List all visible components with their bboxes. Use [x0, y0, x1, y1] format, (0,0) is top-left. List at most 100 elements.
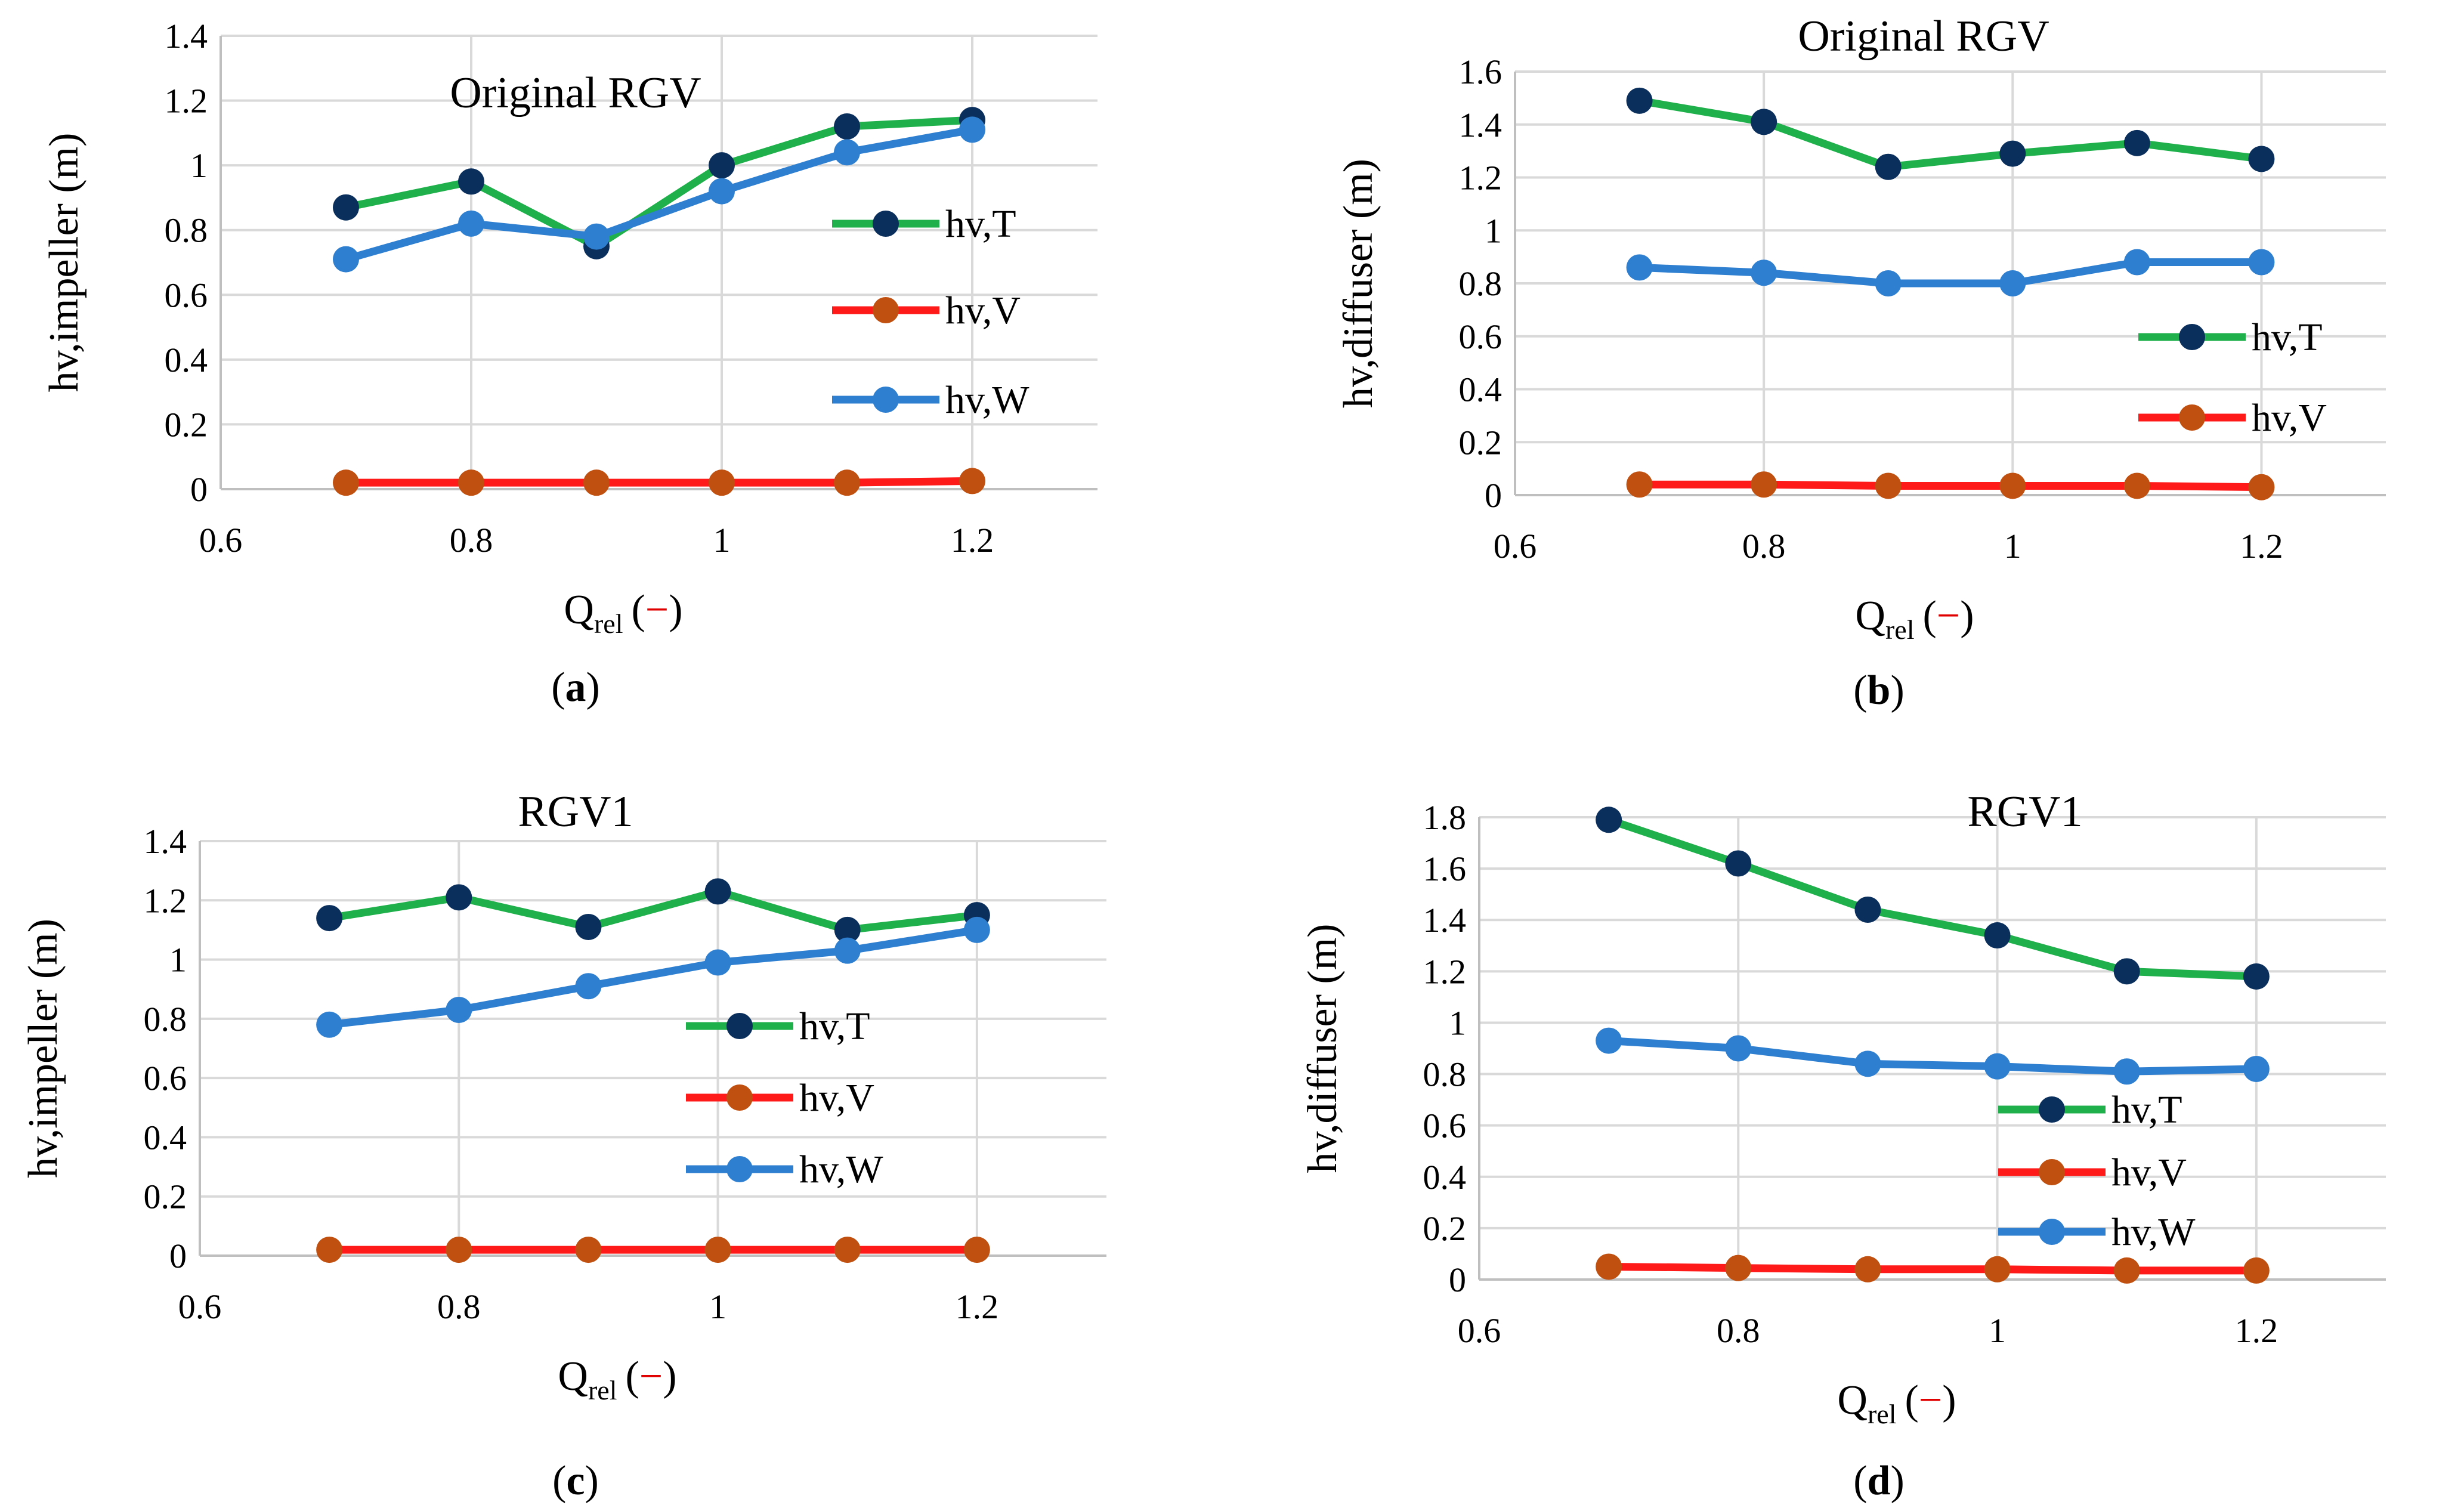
data-point-hv-w	[2243, 1055, 2270, 1082]
legend-label: hv,T	[799, 1005, 870, 1048]
legend-swatch-marker	[873, 387, 899, 413]
data-point-hv-w	[575, 973, 602, 1000]
x-axis-title-unit: (−)	[1922, 593, 1974, 639]
legend-label: hv,V	[799, 1076, 874, 1120]
x-tick-label: 1.2	[2235, 1311, 2278, 1350]
y-tick-label: 1.2	[165, 82, 208, 120]
unit-paren-open: (	[631, 587, 645, 633]
data-point-hv-t	[709, 152, 735, 179]
legend-swatch-marker	[2179, 324, 2205, 350]
x-tick-label: 0.8	[1742, 527, 1786, 566]
data-point-hv-t	[1999, 140, 2026, 167]
y-tick-label: 0.2	[144, 1178, 187, 1216]
data-point-hv-w	[1854, 1050, 1881, 1077]
unit-minus-sign: −	[1919, 1377, 1942, 1423]
y-tick-label: 0.8	[144, 1000, 187, 1039]
caption-letter: c	[566, 1458, 585, 1504]
series-line-hv-t	[1638, 97, 2262, 171]
caption-letter: d	[1868, 1458, 1891, 1504]
x-axis-title: Qrel (−)	[564, 587, 682, 639]
caption-paren-close: )	[1890, 668, 1904, 713]
y-tick-label: 1.4	[1459, 106, 1502, 144]
series-line-hv-v	[346, 477, 973, 487]
legend-swatch-marker	[2039, 1219, 2065, 1245]
x-axis-title: Qrel (−)	[1855, 593, 1974, 645]
caption-paren-open: (	[551, 665, 565, 710]
caption-paren-open: (	[1853, 668, 1867, 713]
unit-paren-open: (	[1922, 593, 1936, 639]
data-point-hv-v	[709, 469, 735, 496]
y-tick-label: 0.6	[1459, 317, 1502, 356]
y-tick-label: 1.2	[1459, 159, 1502, 197]
legend-entry-hv-v: hv,V	[686, 1076, 874, 1120]
data-point-hv-w	[1596, 1027, 1622, 1054]
data-point-hv-w	[583, 223, 610, 250]
legend-label: hv,V	[945, 289, 1021, 332]
data-point-hv-t	[333, 194, 359, 221]
y-axis-title: hv,impeller (m)	[41, 133, 87, 393]
data-point-hv-w	[1875, 270, 1902, 296]
legend-swatch-marker	[2039, 1096, 2065, 1123]
y-tick-label: 0.4	[1459, 370, 1502, 409]
data-point-hv-v	[333, 469, 359, 496]
x-tick-label: 0.6	[178, 1287, 222, 1326]
data-point-hv-t	[1596, 806, 1622, 833]
x-axis-title-unit: (−)	[625, 1354, 676, 1399]
data-point-hv-w	[704, 949, 731, 976]
data-point-hv-v	[2113, 1257, 2140, 1284]
y-tick-label: 0.4	[1423, 1158, 1467, 1197]
data-point-hv-v	[1984, 1256, 2011, 1283]
chart-panel-b: 0 0.2 0.4 0.6 0.8 1 1.2 1.4 1.6 0.6 0.8 1 1.2 hv,T hv,…	[1335, 12, 2386, 713]
data-point-hv-t	[2243, 963, 2270, 990]
unit-paren-close: )	[1960, 593, 1974, 639]
data-point-hv-v	[1626, 471, 1653, 498]
y-tick-label: 1	[1485, 211, 1502, 250]
data-point-hv-t	[446, 884, 472, 911]
x-axis-title-main: Q	[564, 587, 594, 633]
x-tick-label: 0.6	[1458, 1311, 1501, 1350]
chart-panel-d: 0 0.2 0.4 0.6 0.8 1 1.2 1.4 1.6 1.8 0.6 0.8 1 1.2 hv,T…	[1300, 787, 2386, 1504]
y-tick-label: 0.6	[144, 1059, 187, 1098]
data-point-hv-w	[316, 1011, 343, 1038]
data-point-hv-w	[1626, 254, 1653, 281]
data-point-hv-v	[1999, 472, 2026, 499]
y-tick-label: 0.6	[1423, 1107, 1467, 1145]
x-axis-title: Qrel (−)	[1837, 1377, 1956, 1429]
data-point-hv-v	[2243, 1257, 2270, 1284]
unit-paren-close: )	[669, 587, 682, 633]
legend-entry-hv-v: hv,V	[832, 289, 1021, 332]
legend-entry-hv-w: hv,W	[686, 1148, 883, 1191]
data-point-hv-v	[458, 469, 484, 496]
data-point-hv-v	[2123, 472, 2150, 499]
data-point-hv-t	[1854, 897, 1881, 923]
legend-swatch-marker	[873, 211, 899, 237]
data-point-hv-v	[446, 1237, 472, 1263]
y-axis-title: hv,diffuser (m)	[1300, 924, 1346, 1173]
y-tick-label: 0.2	[165, 405, 208, 444]
legend-label: hv,V	[2111, 1151, 2187, 1194]
y-tick-label: 1.4	[1423, 901, 1467, 940]
y-tick-label: 0	[1485, 476, 1502, 515]
data-point-hv-t	[834, 916, 861, 943]
y-tick-label: 1	[169, 941, 187, 979]
data-point-hv-w	[1725, 1035, 1752, 1062]
legend-entry-hv-t: hv,T	[2138, 316, 2323, 359]
data-point-hv-v	[1875, 472, 1902, 499]
data-point-hv-t	[2248, 146, 2275, 172]
data-point-hv-v	[1596, 1253, 1622, 1280]
x-axis-title-subscript: rel	[1868, 1399, 1897, 1429]
data-point-hv-v	[316, 1237, 343, 1263]
legend-swatch-marker	[726, 1013, 753, 1039]
chart-title: RGV1	[1967, 787, 2082, 836]
caption-letter: b	[1868, 668, 1891, 713]
x-axis-title-unit: (−)	[1905, 1377, 1956, 1423]
y-tick-label: 1.8	[1423, 798, 1467, 837]
y-tick-label: 1	[190, 146, 208, 185]
data-point-hv-v	[1751, 471, 1777, 498]
data-point-hv-w	[458, 210, 484, 237]
legend-swatch-marker	[726, 1084, 753, 1111]
series-line-hv-t	[1607, 816, 2257, 981]
data-point-hv-t	[1751, 109, 1777, 135]
y-tick-label: 1.6	[1423, 849, 1467, 888]
panel-caption: (a)	[551, 665, 600, 710]
